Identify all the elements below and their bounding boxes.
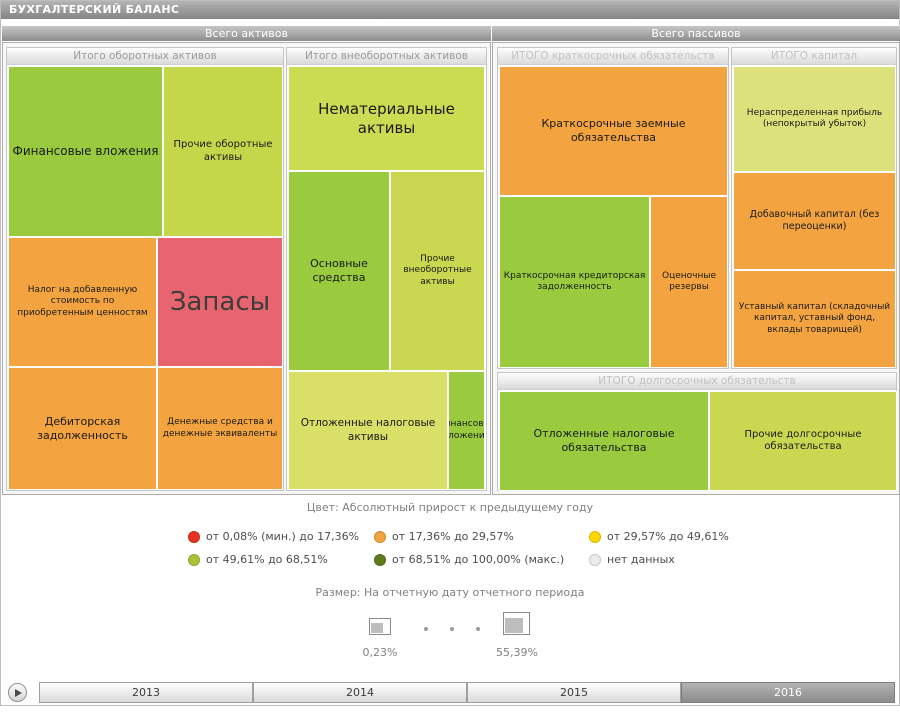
cell-financial-investments-noncurrent[interactable]: Финансовые вложения xyxy=(448,371,485,490)
short-term-liabilities-header: ИТОГО краткосрочных обязательств xyxy=(498,48,728,65)
cell-retained-earnings[interactable]: Нераспределенная прибыль (непокрытый убы… xyxy=(733,66,896,172)
darkgreen-dot-icon xyxy=(374,553,386,566)
legend-label: от 49,61% до 68,51% xyxy=(206,553,328,566)
cell-short-term-borrowings[interactable]: Краткосрочные заемные обязательства xyxy=(499,66,728,196)
size-max-label: 55,39% xyxy=(496,646,538,659)
legend-item-yellow: от 29,57% до 49,61% xyxy=(589,530,729,543)
cell-vat-on-purchases[interactable]: Налог на добавленную стоимость по приобр… xyxy=(8,237,157,367)
size-scale-dot-icon xyxy=(450,627,454,631)
liabilities-panel: ИТОГО краткосрочных обязательств Краткос… xyxy=(492,42,900,495)
legend-item-red: от 0,08% (мин.) до 17,36% xyxy=(188,530,359,543)
cell-authorized-capital[interactable]: Уставный капитал (складочный капитал, ус… xyxy=(733,270,896,368)
cell-additional-capital[interactable]: Добавочный капитал (без переоценки) xyxy=(733,172,896,270)
cell-inventories[interactable]: Запасы xyxy=(157,237,283,367)
orange-dot-icon xyxy=(374,530,386,543)
size-legend-title: Размер: На отчетную дату отчетного перио… xyxy=(315,586,585,599)
long-term-liabilities-section: ИТОГО долгосрочных обязательств Отложенн… xyxy=(497,372,897,491)
cell-short-term-payables[interactable]: Краткосрочная кредиторская задолженность xyxy=(499,196,650,368)
year-button-2014[interactable]: 2014 xyxy=(253,682,467,703)
assets-panel: Итого оборотных активов Финансовые вложе… xyxy=(2,42,491,495)
color-legend-title: Цвет: Абсолютный прирост к предыдущему г… xyxy=(306,501,594,514)
legend-item-orange: от 17,36% до 29,57% xyxy=(374,530,514,543)
large-rect-icon xyxy=(503,612,530,635)
year-button-2016[interactable]: 2016 xyxy=(681,682,895,703)
capital-section: ИТОГО капитал Нераспределенная прибыль (… xyxy=(731,47,897,369)
capital-header: ИТОГО капитал xyxy=(732,48,896,65)
current-assets-header: Итого оборотных активов xyxy=(7,48,283,65)
legend-label: от 0,08% (мин.) до 17,36% xyxy=(206,530,360,543)
cell-receivables[interactable]: Дебиторская задолженность xyxy=(8,367,157,490)
year-button-2013[interactable]: 2013 xyxy=(39,682,253,703)
cell-deferred-tax-liabilities[interactable]: Отложенные налоговые обязательства xyxy=(499,391,709,491)
cell-fixed-assets[interactable]: Основные средства xyxy=(288,171,390,371)
noncurrent-assets-header: Итого внеоборотных активов xyxy=(287,48,486,65)
liabilities-column-header: Всего пассивов xyxy=(492,26,900,41)
red-dot-icon xyxy=(188,530,200,543)
legend-item-nodata: нет данных xyxy=(589,553,675,566)
legend-item-yellowgreen: от 49,61% до 68,51% xyxy=(188,553,328,566)
legend-label: нет данных xyxy=(607,553,675,566)
legend-item-darkgreen: от 68,51% до 100,00% (макс.) xyxy=(374,553,564,566)
yellowgreen-dot-icon xyxy=(188,553,200,566)
size-scale-dot-icon xyxy=(424,627,428,631)
legend-label: от 17,36% до 29,57% xyxy=(392,530,514,543)
nodata-dot-icon xyxy=(589,553,601,566)
size-min-label: 0,23% xyxy=(362,646,398,659)
yellow-dot-icon xyxy=(589,530,601,543)
cell-other-noncurrent-assets[interactable]: Прочие внеоборотные активы xyxy=(390,171,485,371)
cell-deferred-tax-assets[interactable]: Отложенные налоговые активы xyxy=(288,371,448,490)
year-button-2015[interactable]: 2015 xyxy=(467,682,681,703)
cell-intangible-assets[interactable]: Нематериальные активы xyxy=(288,66,485,171)
current-assets-section: Итого оборотных активов Финансовые вложе… xyxy=(6,47,284,491)
short-term-liabilities-section: ИТОГО краткосрочных обязательств Краткос… xyxy=(497,47,729,369)
cell-cash-and-equivalents[interactable]: Денежные средства и денежные эквиваленты xyxy=(157,367,283,490)
window-title: БУХГАЛТЕРСКИЙ БАЛАНС xyxy=(1,1,899,19)
small-rect-icon xyxy=(369,618,391,635)
long-term-liabilities-header: ИТОГО долгосрочных обязательств xyxy=(498,373,896,390)
legend-label: от 68,51% до 100,00% (макс.) xyxy=(392,553,565,566)
cell-other-long-term-liabilities[interactable]: Прочие долгосрочные обязательства xyxy=(709,391,897,491)
cell-financial-investments[interactable]: Финансовые вложения xyxy=(8,66,163,237)
legend-label: от 29,57% до 49,61% xyxy=(607,530,729,543)
app-window: БУХГАЛТЕРСКИЙ БАЛАНС Всего активов Всего… xyxy=(0,0,900,706)
size-scale-dot-icon xyxy=(476,627,480,631)
assets-column-header: Всего активов xyxy=(2,26,491,41)
cell-estimated-reserves[interactable]: Оценочные резервы xyxy=(650,196,728,368)
play-button[interactable] xyxy=(8,683,27,702)
play-icon xyxy=(15,688,22,697)
noncurrent-assets-section: Итого внеоборотных активов Нематериальны… xyxy=(286,47,487,491)
cell-other-current-assets[interactable]: Прочие оборотные активы xyxy=(163,66,283,237)
